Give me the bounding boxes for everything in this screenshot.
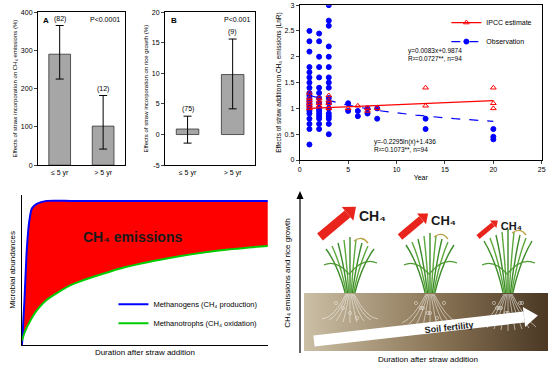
svg-text:CH₄: CH₄ [431, 213, 456, 228]
svg-text:≤ 5 yr: ≤ 5 yr [179, 169, 197, 177]
svg-text:> 5 yr: > 5 yr [94, 169, 112, 177]
svg-text:(12): (12) [97, 85, 109, 93]
svg-text:Duration after straw addition: Duration after straw addition [378, 355, 478, 364]
svg-text:20: 20 [489, 166, 497, 173]
svg-text:Methanogens (CH₄ production): Methanogens (CH₄ production) [153, 300, 257, 309]
svg-text:400: 400 [21, 9, 33, 16]
svg-text:CH₄: CH₄ [359, 208, 386, 224]
svg-text:Observation: Observation [486, 38, 524, 45]
svg-text:5: 5 [156, 100, 160, 107]
svg-text:15: 15 [441, 166, 449, 173]
svg-text:0: 0 [156, 131, 160, 138]
svg-text:Soil fertility: Soil fertility [424, 320, 474, 336]
svg-text:P<0.001: P<0.001 [224, 16, 250, 23]
svg-text:(75): (75) [182, 105, 194, 113]
svg-text:0: 0 [29, 162, 33, 169]
svg-text:y=0.0083x+0.9874R²=0.0727**, n: y=0.0083x+0.9874R²=0.0727**, n=94 [408, 47, 462, 62]
svg-text:≤ 5 yr: ≤ 5 yr [51, 169, 69, 177]
svg-text:Year: Year [414, 174, 429, 181]
svg-text:Effects of straw incorporation: Effects of straw incorporation on CH₄ em… [12, 20, 18, 158]
svg-text:> 5 yr: > 5 yr [224, 169, 242, 177]
svg-text:1.5: 1.5 [285, 79, 295, 86]
svg-text:0: 0 [298, 166, 302, 173]
svg-text:(82): (82) [54, 15, 66, 23]
svg-text:Methanotrophs (CH₄ oxidation): Methanotrophs (CH₄ oxidation) [153, 319, 257, 328]
svg-text:IPCC estimate: IPCC estimate [486, 19, 531, 26]
svg-text:-5: -5 [153, 162, 159, 169]
svg-text:10: 10 [152, 70, 160, 77]
svg-text:0: 0 [290, 156, 294, 163]
svg-text:Effects of straw incorporation: Effects of straw incorporation on rice g… [143, 25, 149, 153]
svg-text:B: B [171, 16, 177, 25]
svg-text:Effects of straw addition on C: Effects of straw addition on CH₄ emissio… [275, 12, 283, 153]
svg-text:100: 100 [21, 123, 33, 130]
svg-text:Duration after straw addition: Duration after straw addition [95, 348, 195, 357]
svg-text:3: 3 [290, 2, 294, 9]
svg-text:y=-0.2295ln(x)+1.436R²=0.1073*: y=-0.2295ln(x)+1.436R²=0.1073**, n=94 [374, 138, 436, 153]
svg-text:Microbial abundances: Microbial abundances [8, 231, 17, 309]
svg-text:25: 25 [538, 166, 546, 173]
svg-text:5: 5 [346, 166, 350, 173]
svg-text:300: 300 [21, 47, 33, 54]
svg-text:1: 1 [290, 105, 294, 112]
svg-text:10: 10 [393, 166, 401, 173]
svg-text:A: A [43, 16, 49, 25]
svg-text:2.5: 2.5 [285, 27, 295, 34]
svg-text:(9): (9) [228, 28, 237, 36]
svg-text:20: 20 [152, 9, 160, 16]
svg-text:P<0.0001: P<0.0001 [90, 16, 120, 23]
svg-text:15: 15 [152, 39, 160, 46]
svg-text:CH₄: CH₄ [501, 220, 522, 232]
svg-text:CH₄ emissions and rice growth: CH₄ emissions and rice growth [283, 218, 292, 328]
svg-text:2: 2 [290, 53, 294, 60]
svg-text:CH₄ emissions: CH₄ emissions [83, 229, 182, 245]
svg-text:200: 200 [21, 85, 33, 92]
svg-text:0.5: 0.5 [285, 131, 295, 138]
